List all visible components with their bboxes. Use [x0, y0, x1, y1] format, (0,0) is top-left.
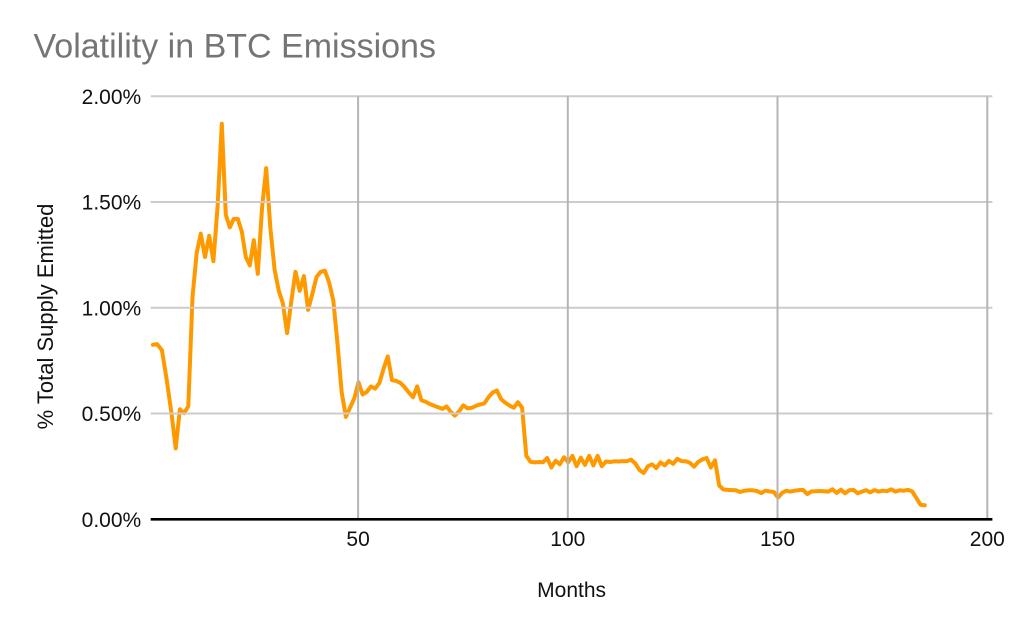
- svg-text:50: 50: [346, 528, 369, 551]
- svg-text:2.00%: 2.00%: [82, 86, 142, 109]
- svg-text:200: 200: [970, 528, 1005, 551]
- svg-text:% Total Supply Emitted: % Total Supply Emitted: [33, 204, 58, 430]
- svg-text:100: 100: [550, 528, 585, 551]
- svg-text:1.00%: 1.00%: [82, 298, 142, 321]
- svg-text:150: 150: [760, 528, 795, 551]
- svg-text:Volatility in BTC Emissions: Volatility in BTC Emissions: [34, 28, 436, 66]
- svg-text:Months: Months: [537, 579, 606, 602]
- svg-text:1.50%: 1.50%: [82, 192, 142, 215]
- svg-text:0.50%: 0.50%: [82, 403, 142, 426]
- svg-text:0.00%: 0.00%: [82, 509, 142, 532]
